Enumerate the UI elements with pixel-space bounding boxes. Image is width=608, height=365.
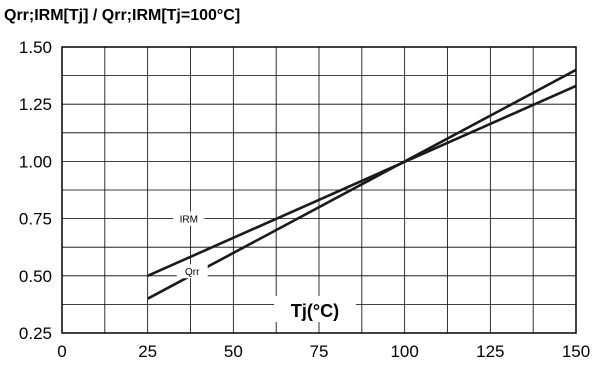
y-tick-label: 0.25 bbox=[19, 324, 52, 343]
y-tick-label: 0.75 bbox=[19, 210, 52, 229]
x-axis-label: Tj(°C) bbox=[291, 301, 339, 321]
series-label-bg bbox=[173, 211, 205, 226]
x-tick-label: 100 bbox=[390, 342, 418, 361]
y-tick-label: 1.50 bbox=[19, 38, 52, 57]
x-tick-label: 25 bbox=[138, 342, 157, 361]
series-lines bbox=[147, 68, 577, 300]
y-axis-ticks: 0.25 0.50 0.75 1.00 1.25 1.50 bbox=[19, 38, 52, 343]
x-tick-label: 50 bbox=[224, 342, 243, 361]
series-label-bg bbox=[176, 264, 208, 279]
x-axis-label-box: Tj(°C) bbox=[274, 296, 356, 322]
x-tick-label: 75 bbox=[310, 342, 329, 361]
y-tick-label: 0.50 bbox=[19, 267, 52, 286]
series-line-qrr bbox=[147, 68, 577, 300]
x-tick-label: 0 bbox=[57, 342, 66, 361]
x-axis-ticks: 0 25 50 75 100 125 150 bbox=[57, 342, 590, 361]
x-tick-label: 150 bbox=[562, 342, 590, 361]
chart-title: Qrr;IRM[Tj] / Qrr;IRM[Tj=100°C] bbox=[4, 7, 240, 24]
y-tick-label: 1.25 bbox=[19, 95, 52, 114]
series-label-qrr: Qrr bbox=[185, 267, 200, 278]
x-tick-label: 125 bbox=[476, 342, 504, 361]
series-labels: IRM Qrr bbox=[173, 211, 208, 279]
grid bbox=[62, 47, 576, 333]
series-label-irm: IRM bbox=[180, 215, 198, 226]
y-tick-label: 1.00 bbox=[19, 152, 52, 171]
plot-frame bbox=[61, 46, 577, 334]
series-line-irm bbox=[147, 84, 577, 277]
